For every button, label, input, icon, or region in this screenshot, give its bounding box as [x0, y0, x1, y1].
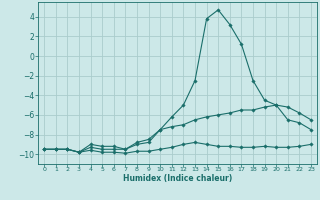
- X-axis label: Humidex (Indice chaleur): Humidex (Indice chaleur): [123, 174, 232, 183]
